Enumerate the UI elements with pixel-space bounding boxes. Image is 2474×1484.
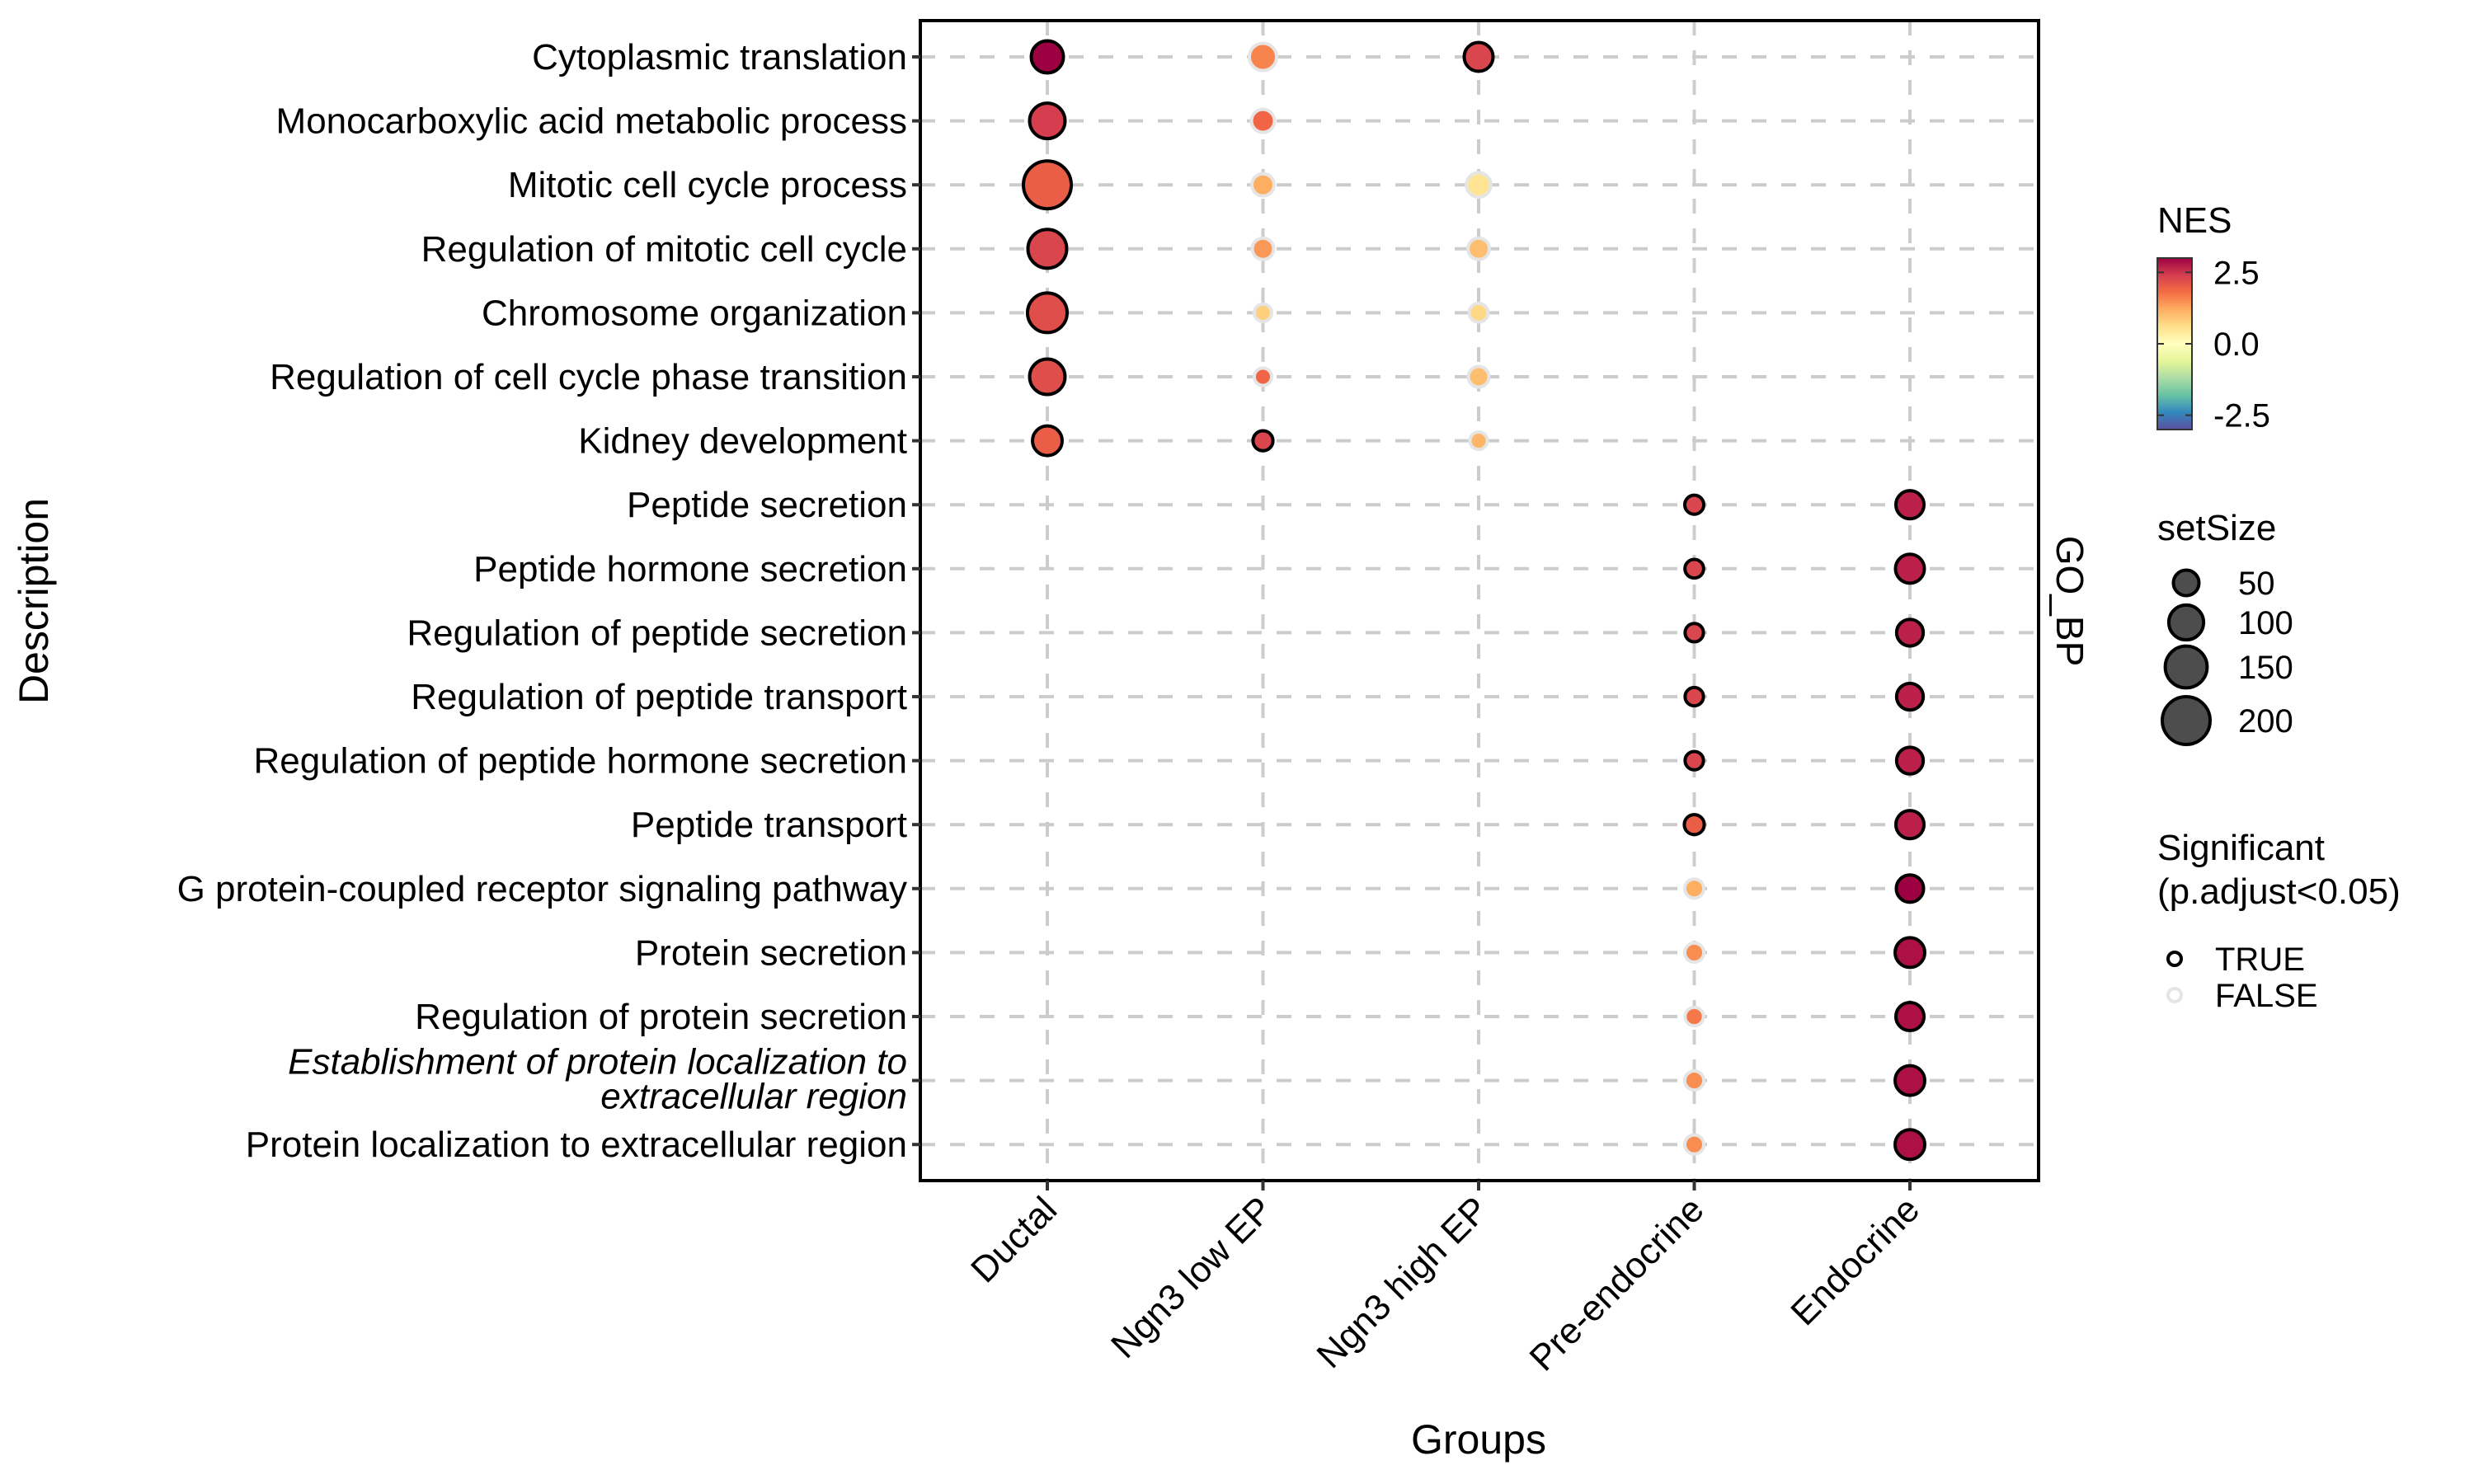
colorbar-tick-label: -2.5 xyxy=(2213,398,2270,434)
data-point xyxy=(1252,366,1274,387)
y-tick-label: Regulation of protein secretion xyxy=(415,997,907,1037)
x-axis: Ductal Ngn3 low EP Ngn3 high EP Pre-endocri… xyxy=(963,1181,1927,1378)
significance-legend-label: TRUE xyxy=(2215,942,2305,978)
data-point xyxy=(1029,39,1065,75)
data-point xyxy=(1028,357,1067,397)
data-point xyxy=(1682,1069,1706,1092)
data-point xyxy=(1682,1133,1706,1156)
data-point xyxy=(1465,171,1493,200)
data-point xyxy=(1462,40,1495,73)
data-point xyxy=(1021,159,1074,211)
y-tick-label: Cytoplasmic translation xyxy=(532,37,907,77)
data-point xyxy=(1683,1005,1705,1028)
data-point xyxy=(1893,936,1926,970)
x-tick-label: Ductal xyxy=(963,1189,1065,1290)
significance-legend-key xyxy=(2166,951,2183,967)
grid-lines xyxy=(920,21,2039,1181)
data-point xyxy=(1683,557,1705,580)
x-tick-label: Pre-endocrine xyxy=(1522,1189,1711,1378)
data-point xyxy=(1893,552,1926,585)
data-point xyxy=(1893,1000,1926,1033)
setsize-legend-label: 150 xyxy=(2238,650,2293,686)
data-point xyxy=(1466,364,1491,389)
y-tick-label: G protein-coupled receptor signaling pat… xyxy=(177,869,907,909)
data-point xyxy=(1467,302,1490,324)
data-point xyxy=(1893,1128,1926,1162)
setsize-legend-key xyxy=(2171,568,2201,598)
data-point xyxy=(1894,745,1926,776)
data-point xyxy=(1025,291,1070,335)
data-point xyxy=(1252,302,1274,323)
data-point xyxy=(1466,236,1491,261)
data-point xyxy=(1894,873,1926,904)
colorbar-tick-label: 2.5 xyxy=(2213,255,2260,291)
colorbar-tick-label: 0.0 xyxy=(2213,326,2260,363)
y-tick-label: Monocarboxylic acid metabolic process xyxy=(276,101,907,142)
significance-legend-title-line2: (p.adjust<0.05) xyxy=(2157,871,2401,912)
y-tick-label: Protein secretion xyxy=(635,932,907,973)
data-point xyxy=(1250,236,1276,261)
significance-legend-label: FALSE xyxy=(2215,978,2318,1014)
facet-strip-label: GO_BP xyxy=(2048,536,2091,667)
y-tick-label: Regulation of cell cycle phase transitio… xyxy=(270,357,907,397)
data-point xyxy=(1894,681,1926,712)
data-point xyxy=(1247,41,1279,73)
data-point xyxy=(1893,1064,1926,1097)
x-tick-label: Ngn3 low EP xyxy=(1103,1189,1281,1366)
setsize-legend-label: 50 xyxy=(2238,566,2275,602)
data-points xyxy=(1021,39,1926,1162)
x-tick-label: Endocrine xyxy=(1783,1189,1927,1333)
nes-legend: NES 2.5 0.0 -2.5 xyxy=(2157,200,2270,434)
setsize-legend-key xyxy=(2166,603,2206,642)
y-tick-label: Regulation of peptide secretion xyxy=(407,613,907,653)
data-point xyxy=(1682,941,1706,964)
y-tick-label: Peptide secretion xyxy=(627,485,907,525)
y-tick-label: Protein localization to extracellular re… xyxy=(246,1125,907,1165)
data-point xyxy=(1251,429,1275,453)
x-tick-label: Ngn3 high EP xyxy=(1309,1189,1496,1376)
y-axis-title: Description xyxy=(11,498,57,704)
data-point xyxy=(1682,877,1706,900)
y-tick-label: Mitotic cell cycle process xyxy=(508,165,907,205)
y-tick-label: Establishment of protein localization to… xyxy=(288,1042,907,1117)
y-axis: Cytoplasmic translation Monocarboxylic ac… xyxy=(177,37,920,1165)
data-point xyxy=(1682,493,1706,516)
setsize-legend-key xyxy=(2163,644,2209,690)
significance-legend-title-line1: Significant xyxy=(2157,828,2325,868)
data-point xyxy=(1894,618,1926,648)
data-point xyxy=(1028,101,1067,141)
significance-legend-key xyxy=(2166,987,2183,1003)
data-point xyxy=(1893,489,1926,521)
y-tick-label: Kidney development xyxy=(578,421,907,462)
y-tick-label: Regulation of peptide transport xyxy=(411,677,907,717)
data-point xyxy=(1250,171,1276,198)
nes-legend-title: NES xyxy=(2157,200,2232,241)
data-point xyxy=(1026,228,1069,270)
y-tick-label: Peptide hormone secretion xyxy=(473,549,907,589)
y-tick-label: Regulation of mitotic cell cycle xyxy=(421,229,907,270)
data-point xyxy=(1031,424,1064,458)
setsize-legend-key xyxy=(2160,694,2213,747)
data-point xyxy=(1893,809,1926,841)
y-tick-label: Peptide transport xyxy=(631,805,907,845)
data-point xyxy=(1682,813,1706,837)
y-tick-label: Regulation of peptide hormone secretion xyxy=(253,741,907,782)
data-point xyxy=(1683,749,1705,772)
setsize-legend-label: 100 xyxy=(2238,605,2293,641)
data-point xyxy=(1683,685,1705,708)
data-point xyxy=(1468,430,1489,452)
data-point xyxy=(1249,107,1277,134)
data-point xyxy=(1683,622,1705,644)
y-tick-label: Chromosome organization xyxy=(482,293,907,333)
setsize-legend-title: setSize xyxy=(2157,508,2276,548)
x-axis-title: Groups xyxy=(1411,1416,1546,1463)
setsize-legend-label: 200 xyxy=(2238,703,2293,740)
